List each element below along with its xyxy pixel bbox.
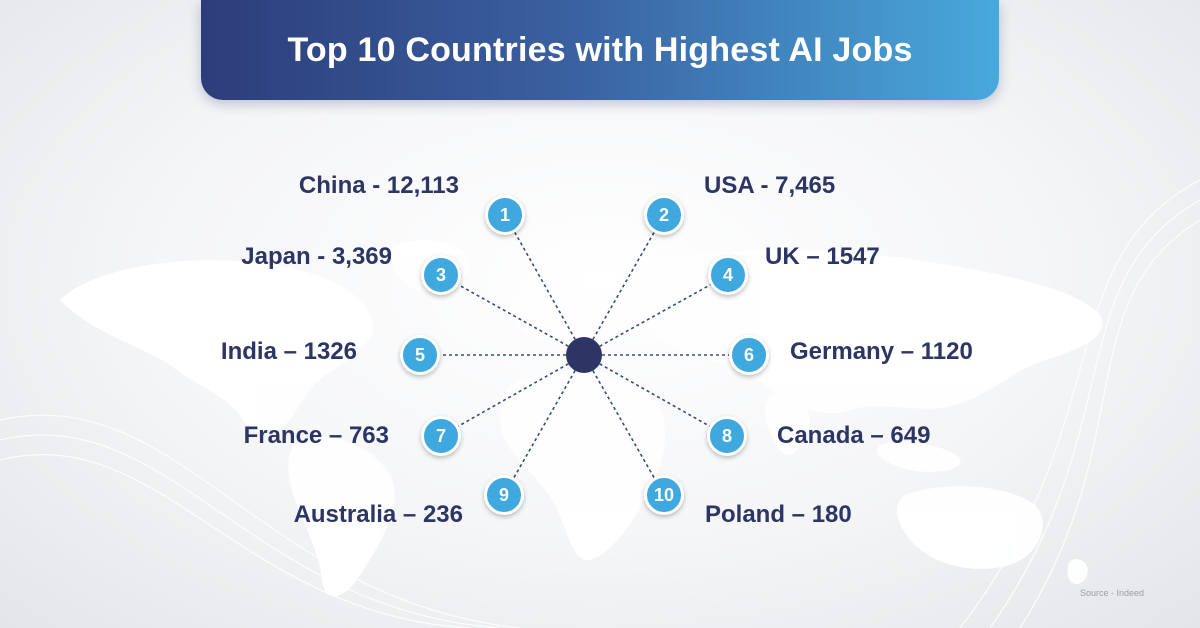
rank-marker-7: 7 — [421, 416, 461, 456]
connector-line-7 — [440, 354, 585, 437]
connector-line-1 — [504, 214, 585, 356]
rank-marker-9: 9 — [484, 475, 524, 515]
source-note: Source - Indeed — [1079, 588, 1144, 598]
connector-line-3 — [440, 274, 585, 356]
country-label-7: France – 763 — [243, 422, 389, 449]
country-label-6: Germany – 1120 — [790, 338, 973, 365]
rank-marker-4: 4 — [708, 255, 748, 295]
connector-line-2 — [583, 214, 665, 356]
country-label-10: Poland – 180 — [705, 501, 852, 528]
rank-marker-3: 3 — [421, 255, 461, 295]
rank-marker-2: 2 — [644, 195, 684, 235]
connector-line-9 — [503, 354, 585, 496]
rank-marker-5: 5 — [400, 335, 440, 375]
connector-line-10 — [583, 354, 665, 496]
country-label-1: China - 12,113 — [298, 172, 459, 199]
country-label-5: India – 1326 — [220, 338, 357, 365]
center-hub — [566, 337, 602, 373]
country-label-4: UK – 1547 — [765, 243, 880, 270]
country-label-8: Canada – 649 — [777, 422, 931, 449]
rank-marker-8: 8 — [707, 416, 747, 456]
country-label-3: Japan - 3,369 — [241, 243, 392, 270]
connector-line-4 — [583, 274, 729, 356]
rank-marker-1: 1 — [485, 195, 525, 235]
title-banner: Top 10 Countries with Highest AI Jobs — [201, 0, 999, 100]
rank-marker-10: 10 — [644, 475, 684, 515]
page-title: Top 10 Countries with Highest AI Jobs — [287, 30, 913, 69]
country-label-9: Australia – 236 — [293, 501, 463, 528]
rank-marker-6: 6 — [729, 335, 769, 375]
connector-line-8 — [583, 354, 728, 437]
country-label-2: USA - 7,465 — [704, 172, 836, 199]
